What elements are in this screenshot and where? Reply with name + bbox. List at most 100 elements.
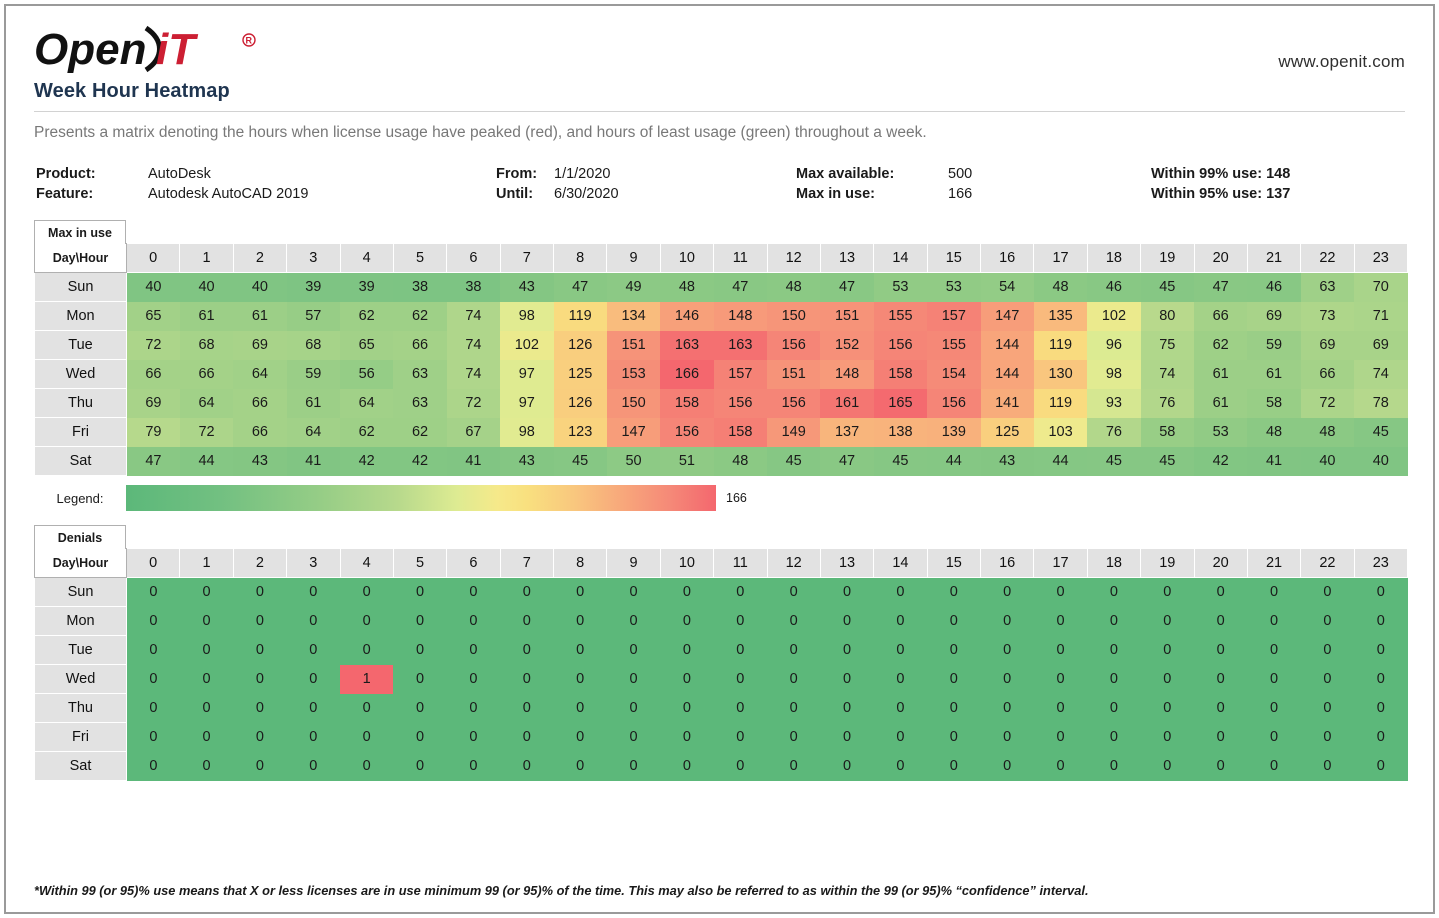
hour-header-15: 15 — [926, 548, 982, 578]
heat-cell: 156 — [873, 330, 928, 360]
heat-cell: 0 — [927, 693, 981, 723]
heat-cell: 0 — [1300, 635, 1355, 665]
heat-cell: 66 — [126, 359, 180, 389]
heat-cell: 0 — [1087, 722, 1141, 752]
hour-header-4: 4 — [339, 243, 394, 273]
tab-denials[interactable]: Denials — [34, 525, 126, 549]
hour-header-10: 10 — [659, 548, 715, 578]
heat-cell: 123 — [553, 417, 607, 447]
heat-cell: 76 — [1087, 417, 1141, 447]
heat-cell: 156 — [660, 417, 714, 447]
svg-text:R: R — [246, 36, 253, 46]
heat-cell: 0 — [1087, 606, 1141, 636]
heat-cell: 0 — [233, 722, 287, 752]
legend-gradient-bar — [126, 485, 716, 511]
heat-cell: 0 — [980, 664, 1034, 694]
heat-cell: 0 — [767, 664, 821, 694]
heat-cell: 0 — [446, 577, 501, 607]
hour-header-0: 0 — [125, 548, 181, 578]
heat-cell: 130 — [1033, 359, 1088, 389]
heat-cell: 0 — [393, 751, 447, 781]
hour-header-3: 3 — [286, 243, 341, 273]
table-row: Fri 79 72 66 64 62 62 67 98 123 147 156 158 149 137 138… — [34, 417, 1408, 447]
hour-header-18: 18 — [1086, 243, 1142, 273]
heat-cell: 126 — [553, 388, 607, 418]
heat-cell: 62 — [393, 417, 447, 447]
day-label-sun: Sun — [34, 272, 127, 302]
heat-cell: 0 — [1354, 751, 1408, 781]
heat-cell: 0 — [713, 693, 767, 723]
heat-cell: 46 — [1247, 272, 1301, 302]
heat-cell: 0 — [713, 635, 767, 665]
heat-cell: 0 — [1247, 722, 1301, 752]
heat-cell: 157 — [713, 359, 767, 389]
heat-cell: 41 — [1247, 446, 1301, 476]
table-row: Wed 0 0 0 0 1 0 0 0 0 0 0 0 0 0 0 0 0 0 0 0 0 0 0 0 — [34, 664, 1408, 694]
heat-cell: 69 — [1354, 330, 1408, 360]
table-row: Tue 0 0 0 0 0 0 0 0 0 0 0 0 0 0 0 0 0 0 0 0 0 0 0 0 — [34, 635, 1408, 665]
heat-cell: 0 — [606, 606, 661, 636]
heat-cell: 0 — [126, 577, 180, 607]
heat-cell: 48 — [1247, 417, 1301, 447]
heat-cell: 0 — [713, 722, 767, 752]
heat-cell: 0 — [1140, 664, 1194, 694]
legend: Legend: 166 — [34, 485, 1405, 511]
hour-header-13: 13 — [819, 243, 875, 273]
heat-cell: 0 — [713, 664, 767, 694]
heat-cell: 45 — [1140, 272, 1194, 302]
until-value: 6/30/2020 — [554, 186, 619, 202]
heat-cell: 0 — [179, 722, 234, 752]
heat-cell: 148 — [713, 301, 767, 331]
heat-cell: 0 — [767, 606, 821, 636]
openit-logo: Open iT R — [34, 24, 264, 74]
heat-cell: 45 — [553, 446, 607, 476]
heat-cell: 61 — [286, 388, 340, 418]
hour-header-5: 5 — [392, 243, 448, 273]
heat-cell: 61 — [1194, 359, 1248, 389]
within-95-value: Within 95% use: 137 — [1151, 186, 1291, 202]
heat-cell: 98 — [1087, 359, 1141, 389]
table-row: Wed 66 66 64 59 56 63 74 97 125 153 166 157 151 148 158… — [34, 359, 1408, 389]
heat-cell: 0 — [1140, 606, 1194, 636]
heat-cell: 0 — [927, 751, 981, 781]
hour-header-8: 8 — [552, 243, 608, 273]
heat-cell: 44 — [927, 446, 981, 476]
table-row: Sun 0 0 0 0 0 0 0 0 0 0 0 0 0 0 0 0 0 0 0 0 0 0 0 0 — [34, 577, 1408, 607]
heat-cell: 0 — [126, 635, 180, 665]
heat-cell: 69 — [233, 330, 287, 360]
heat-cell: 0 — [393, 664, 447, 694]
hour-header-17: 17 — [1033, 243, 1088, 273]
heat-cell: 0 — [660, 693, 714, 723]
heat-cell: 0 — [713, 751, 767, 781]
hour-header-7: 7 — [499, 243, 555, 273]
heat-cell: 0 — [820, 664, 874, 694]
heat-cell: 53 — [1194, 417, 1248, 447]
heat-cell: 47 — [820, 272, 874, 302]
hour-header-15: 15 — [926, 243, 982, 273]
heat-cell: 0 — [927, 635, 981, 665]
hour-header-5: 5 — [392, 548, 448, 578]
heat-cell: 0 — [1140, 751, 1194, 781]
corner-day-hour-label: Day\Hour — [34, 243, 127, 273]
heat-cell: 69 — [126, 388, 180, 418]
tab-max-in-use[interactable]: Max in use — [34, 220, 126, 244]
table-row: Tue 72 68 69 68 65 66 74 102 126 151 163 163 156 152 15… — [34, 330, 1408, 360]
table-row: Sun 40 40 40 39 39 38 38 43 47 49 48 47 48 47 53 53 54 48 4… — [34, 272, 1408, 302]
hour-header-11: 11 — [713, 243, 768, 273]
heat-cell: 0 — [713, 606, 767, 636]
table-row: Fri 0 0 0 0 0 0 0 0 0 0 0 0 0 0 0 0 0 0 0 0 0 0 0 0 — [34, 722, 1408, 752]
heat-cell: 69 — [1247, 301, 1301, 331]
table-header-row: Day\Hour 0 1 2 3 4 5 6 7 8 9 10 11 12 13 14 15 16 17 18 19 20… — [34, 243, 1409, 273]
within-99-value: Within 99% use: 148 — [1151, 166, 1291, 182]
legend-max-value: 166 — [726, 491, 747, 505]
heat-cell: 44 — [179, 446, 234, 476]
heat-cell: 141 — [980, 388, 1034, 418]
heat-cell: 44 — [1033, 446, 1088, 476]
hour-header-19: 19 — [1140, 243, 1195, 273]
heat-cell: 67 — [446, 417, 501, 447]
heat-cell: 45 — [1140, 446, 1194, 476]
heat-cell: 66 — [1194, 301, 1248, 331]
heat-cell: 61 — [1247, 359, 1301, 389]
heat-cell: 156 — [767, 330, 821, 360]
heat-cell: 0 — [606, 635, 661, 665]
